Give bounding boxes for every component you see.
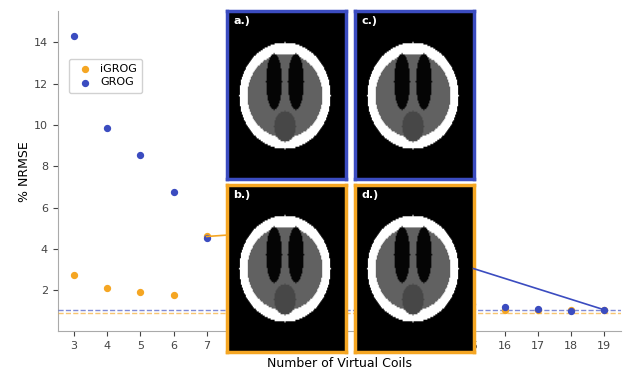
GROG [367,283,378,289]
iGROG [135,289,145,295]
Text: d.): d.) [361,190,378,200]
GROG [533,306,543,312]
GROG [401,296,411,303]
Text: c.): c.) [361,16,377,26]
iGROG [599,307,609,313]
Text: b.): b.) [233,190,250,200]
GROG [599,307,609,313]
GROG [566,308,576,314]
iGROG [533,307,543,313]
iGROG [235,290,245,296]
GROG [433,290,444,296]
GROG [500,304,510,310]
iGROG [467,306,477,312]
GROG [102,125,113,131]
iGROG [334,303,344,309]
iGROG [566,307,576,313]
iGROG [367,304,378,310]
GROG [467,301,477,307]
iGROG [102,285,113,291]
iGROG [433,301,444,307]
iGROG [301,302,311,308]
GROG [168,189,179,195]
Legend: iGROG, GROG: iGROG, GROG [68,59,142,93]
iGROG [268,302,278,308]
GROG [235,239,245,245]
Text: a.): a.) [233,16,250,26]
GROG [268,252,278,258]
X-axis label: Number of Virtual Coils: Number of Virtual Coils [267,357,412,370]
GROG [301,266,311,272]
GROG [135,152,145,158]
GROG [202,234,212,240]
iGROG [168,292,179,298]
iGROG [401,305,411,311]
iGROG [202,234,212,240]
GROG [334,278,344,284]
GROG [69,33,79,39]
Y-axis label: % NRMSE: % NRMSE [18,141,31,202]
iGROG [500,307,510,313]
iGROG [69,272,79,278]
